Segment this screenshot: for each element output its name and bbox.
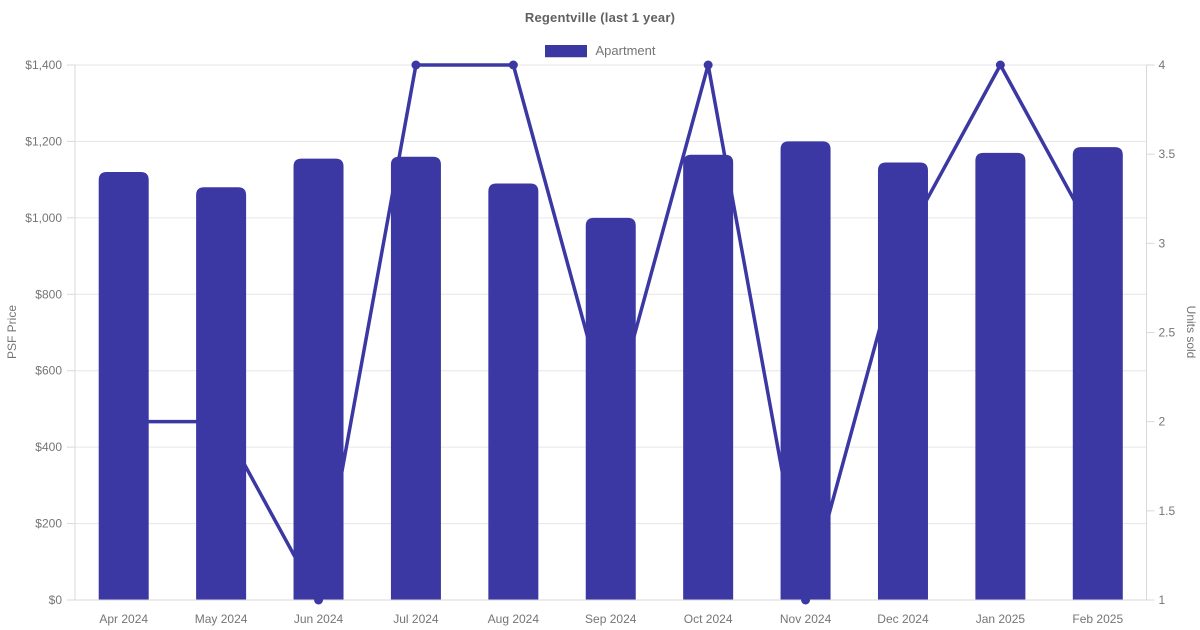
point-jan-2025: [995, 60, 1005, 70]
x-label-oct-2024: Oct 2024: [684, 612, 733, 626]
bar-aug-2024: [488, 183, 539, 600]
x-label-dec-2024: Dec 2024: [877, 612, 929, 626]
bar-dec-2024: [877, 162, 928, 601]
right-tick-label: 3: [1159, 236, 1166, 250]
right-axis-title: Units sold: [1184, 306, 1198, 359]
right-tick-label: 4: [1159, 58, 1166, 72]
x-label-jul-2024: Jul 2024: [393, 612, 439, 626]
point-dec-2024: [898, 238, 908, 248]
legend: Apartment: [0, 43, 1200, 58]
left-tick-label: $200: [35, 517, 62, 531]
bar-may-2024: [196, 187, 247, 601]
bar-nov-2024: [780, 141, 831, 600]
x-label-apr-2024: Apr 2024: [99, 612, 148, 626]
point-jul-2024: [411, 60, 421, 70]
left-tick-label: $1,400: [25, 58, 62, 72]
point-feb-2025: [1093, 238, 1103, 248]
point-oct-2024: [703, 60, 713, 70]
point-jun-2024: [314, 595, 324, 605]
x-label-nov-2024: Nov 2024: [780, 612, 832, 626]
right-tick-label: 2.5: [1159, 326, 1176, 340]
right-tick-label: 1: [1159, 593, 1166, 607]
point-apr-2024: [119, 417, 129, 427]
left-tick-label: $800: [35, 287, 62, 301]
x-label-jan-2025: Jan 2025: [976, 612, 1026, 626]
legend-item-apartment[interactable]: Apartment: [544, 43, 656, 58]
bar-jun-2024: [293, 158, 344, 600]
legend-swatch-icon: [544, 44, 587, 57]
right-tick-label: 2: [1159, 415, 1166, 429]
left-tick-label: $600: [35, 364, 62, 378]
left-axis-title: PSF Price: [5, 305, 19, 359]
point-nov-2024: [801, 595, 811, 605]
left-tick-label: $1,200: [25, 134, 62, 148]
x-label-aug-2024: Aug 2024: [488, 612, 540, 626]
point-sep-2024: [606, 417, 616, 427]
x-label-feb-2025: Feb 2025: [1072, 612, 1123, 626]
chart-title: Regentville (last 1 year): [524, 10, 676, 25]
bar-jul-2024: [390, 156, 441, 600]
bar-oct-2024: [683, 154, 734, 600]
point-aug-2024: [508, 60, 518, 70]
left-tick-label: $1,000: [25, 211, 62, 225]
right-tick-label: 3.5: [1159, 147, 1176, 161]
bar-jan-2025: [975, 152, 1026, 600]
left-tick-label: $400: [35, 440, 62, 454]
left-tick-label: $0: [49, 593, 63, 607]
bar-sep-2024: [585, 217, 636, 600]
bar-apr-2024: [98, 172, 149, 600]
right-tick-label: 1.5: [1159, 504, 1176, 518]
x-label-sep-2024: Sep 2024: [585, 612, 637, 626]
bar-feb-2025: [1072, 147, 1123, 601]
x-label-jun-2024: Jun 2024: [294, 612, 344, 626]
legend-label: Apartment: [595, 43, 656, 58]
x-label-may-2024: May 2024: [195, 612, 248, 626]
point-may-2024: [216, 417, 226, 427]
